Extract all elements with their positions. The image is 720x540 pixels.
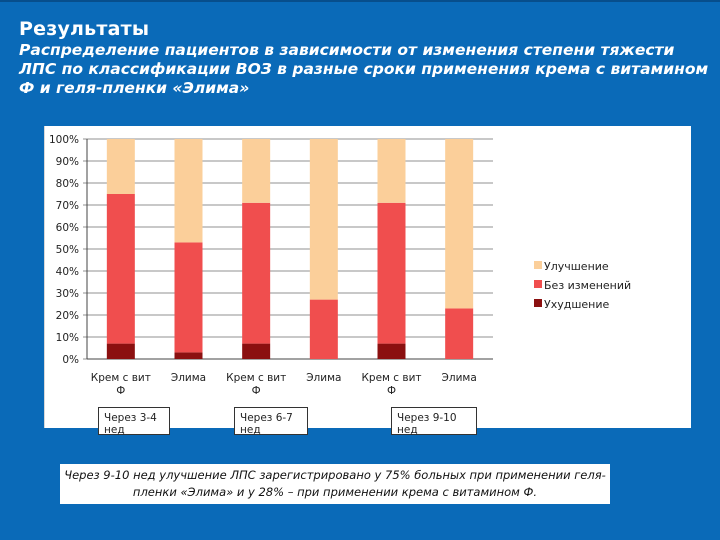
slide-title: Результаты [19, 18, 150, 40]
y-tick-label: 100% [49, 134, 79, 146]
legend-label: Без изменений [544, 279, 631, 292]
slide-subtitle: Распределение пациентов в зависимости от… [19, 41, 709, 97]
bar-segment [445, 308, 474, 359]
stacked-bar-chart: 0% 10% 20% 30% 40% 50% 60% 70% 80% 90% 100% Крем с … [49, 134, 631, 397]
y-tick-label: 10% [56, 332, 79, 344]
y-tick-label: 20% [56, 310, 79, 322]
x-tick-label: Ф [116, 385, 125, 397]
x-tick-label: Ф [387, 385, 396, 397]
legend-label: Улучшение [544, 260, 609, 273]
conclusion-text: Через 9-10 нед улучшение ЛПС зарегистрир… [60, 464, 610, 504]
bar-segment [174, 242, 203, 353]
x-tick-label: Крем с вит [226, 372, 286, 384]
legend-swatch [534, 280, 542, 288]
bar-segment [309, 139, 338, 300]
bar-segment [242, 343, 271, 359]
bar-segment [106, 139, 135, 194]
period-label-2: Через 6-7 нед [234, 407, 308, 436]
bar-segment [174, 352, 203, 359]
bar-segment [377, 202, 406, 344]
y-tick-label: 40% [56, 266, 79, 278]
x-tick-label: Элима [442, 372, 477, 384]
bar-segment [174, 139, 203, 243]
legend-swatch [534, 261, 542, 269]
y-tick-label: 0% [62, 354, 79, 366]
y-tick-label: 50% [56, 244, 79, 256]
top-border [0, 0, 720, 2]
bar-segment [377, 343, 406, 359]
legend-label: Ухудшение [544, 298, 610, 311]
x-tick-label: Ф [252, 385, 261, 397]
bar-segment [377, 139, 406, 203]
y-tick-label: 90% [56, 156, 79, 168]
bar-segment [242, 202, 271, 344]
chart-area: 0% 10% 20% 30% 40% 50% 60% 70% 80% 90% 100% Крем с … [44, 126, 691, 436]
bar-segment [106, 343, 135, 359]
y-tick-label: 30% [56, 288, 79, 300]
bar-segment [242, 139, 271, 203]
period-label-3: Через 9-10 нед [391, 407, 477, 436]
bar-segment [106, 194, 135, 344]
x-tick-label: Элима [171, 372, 206, 384]
bar-segment [309, 299, 338, 359]
x-tick-label: Элима [306, 372, 341, 384]
y-tick-label: 70% [56, 200, 79, 212]
y-tick-label: 60% [56, 222, 79, 234]
legend-swatch [534, 299, 542, 307]
period-label-1: Через 3-4 нед [98, 407, 170, 436]
bar-segment [445, 139, 474, 309]
x-tick-label: Крем с вит [91, 372, 151, 384]
y-tick-label: 80% [56, 178, 79, 190]
x-tick-label: Крем с вит [361, 372, 421, 384]
